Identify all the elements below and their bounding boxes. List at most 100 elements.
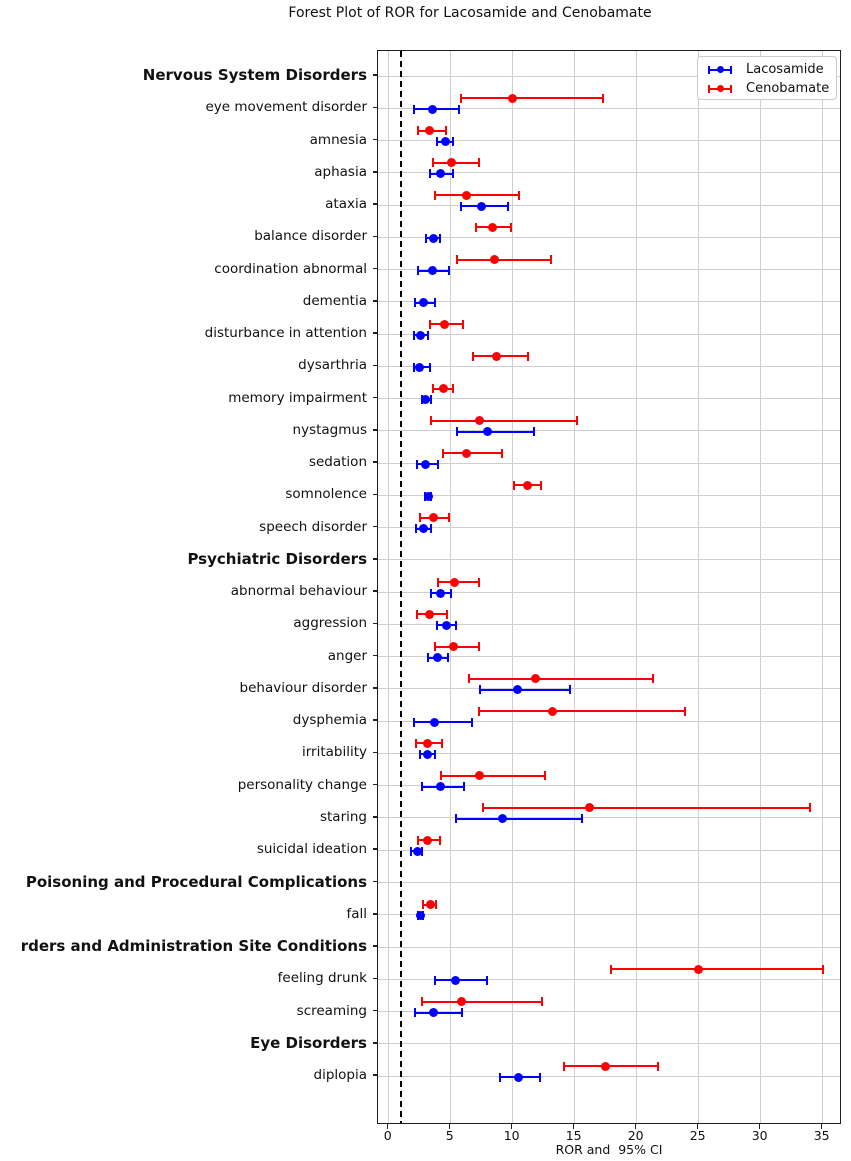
row-label: eye movement disorder bbox=[205, 99, 367, 116]
y-tick-mark bbox=[372, 783, 378, 786]
y-tick-mark bbox=[372, 590, 378, 592]
grid-line-horizontal bbox=[378, 591, 840, 593]
grid-line-horizontal bbox=[378, 172, 840, 174]
grid-line-horizontal bbox=[378, 333, 840, 335]
lacosamide-ci-cap-high bbox=[448, 266, 451, 276]
lacosamide-ci-cap-high bbox=[538, 1072, 541, 1082]
cenobamate-ci-cap-low bbox=[609, 964, 612, 974]
lacosamide-ci-line bbox=[413, 721, 472, 724]
group-header-label: Poisoning and Procedural Complications bbox=[25, 872, 367, 891]
cenobamate-point bbox=[462, 190, 472, 200]
cenobamate-ci-line bbox=[433, 161, 480, 164]
lacosamide-ci-cap-high bbox=[433, 749, 436, 759]
row-label: balance disorder bbox=[254, 228, 367, 245]
lacosamide-ci-cap-low bbox=[454, 814, 457, 824]
cenobamate-ci-cap-high bbox=[448, 513, 451, 523]
cenobamate-ci-cap-low bbox=[468, 674, 471, 684]
grid-line-vertical bbox=[760, 51, 762, 1123]
lacosamide-ci-cap-high bbox=[568, 685, 571, 695]
cenobamate-ci-cap-high bbox=[445, 609, 448, 619]
y-tick-mark bbox=[372, 1042, 378, 1044]
cenobamate-ci-cap-high bbox=[540, 480, 543, 490]
grid-line-horizontal bbox=[378, 688, 840, 690]
cenobamate-point bbox=[428, 513, 438, 523]
lacosamide-point bbox=[418, 524, 428, 534]
cenobamate-ci-cap-low bbox=[417, 835, 420, 845]
cenobamate-ci-line bbox=[482, 806, 811, 809]
cenobamate-point bbox=[508, 93, 518, 103]
cenobamate-point bbox=[422, 738, 432, 748]
row-label: aggression bbox=[293, 615, 367, 632]
cenobamate-ci-cap-low bbox=[421, 997, 424, 1007]
y-tick-mark bbox=[372, 203, 378, 205]
row-label: disturbance in attention bbox=[204, 325, 367, 342]
row-label: memory impairment bbox=[228, 389, 367, 406]
y-tick-mark bbox=[372, 138, 378, 141]
row-label: abnormal behaviour bbox=[230, 583, 367, 600]
grid-line-horizontal bbox=[378, 527, 840, 529]
y-tick-mark bbox=[372, 332, 378, 334]
cenobamate-ci-cap-high bbox=[821, 964, 824, 974]
cenobamate-ci-cap-low bbox=[562, 1061, 565, 1071]
lacosamide-point bbox=[427, 104, 437, 114]
lacosamide-ci-cap-low bbox=[414, 524, 417, 534]
grid-line-horizontal bbox=[378, 559, 840, 561]
row-label: nystagmus bbox=[292, 421, 367, 438]
grid-line-horizontal bbox=[378, 817, 840, 819]
cenobamate-point bbox=[474, 416, 484, 426]
lacosamide-ci-cap-high bbox=[470, 717, 473, 727]
group-header-label: rders and Administration Site Conditions bbox=[20, 937, 367, 956]
x-tick-label: 5 bbox=[445, 1128, 454, 1143]
lacosamide-point bbox=[451, 975, 461, 985]
grid-line-vertical bbox=[822, 51, 824, 1123]
lacosamide-ci-cap-low bbox=[499, 1072, 502, 1082]
y-tick-mark bbox=[372, 719, 378, 721]
grid-line-horizontal bbox=[378, 365, 840, 367]
lacosamide-point bbox=[428, 1008, 438, 1018]
grid-line-vertical bbox=[636, 51, 638, 1123]
row-label: dementia bbox=[302, 292, 367, 309]
y-tick-mark bbox=[372, 880, 378, 883]
cenobamate-ci-line bbox=[456, 258, 552, 261]
y-tick-mark bbox=[372, 429, 378, 431]
lacosamide-ci-cap-high bbox=[454, 620, 457, 630]
legend-label-lacosamide: Lacosamide bbox=[746, 62, 824, 77]
grid-line-horizontal bbox=[378, 914, 840, 916]
lacosamide-ci-cap-low bbox=[413, 298, 416, 308]
errorbar-marker-icon bbox=[708, 84, 732, 94]
row-label: suicidal ideation bbox=[256, 841, 367, 858]
cenobamate-ci-line bbox=[440, 774, 545, 777]
errorbar-marker-icon bbox=[708, 65, 732, 75]
grid-line-horizontal bbox=[378, 978, 840, 980]
lacosamide-ci-cap-high bbox=[581, 814, 584, 824]
lacosamide-ci-cap-high bbox=[485, 975, 488, 985]
grid-line-horizontal bbox=[378, 462, 840, 464]
y-tick-mark bbox=[372, 622, 378, 625]
row-label: fall bbox=[346, 905, 367, 922]
grid-line-horizontal bbox=[378, 946, 840, 948]
cenobamate-ci-line bbox=[430, 419, 578, 422]
lacosamide-ci-cap-high bbox=[506, 201, 509, 211]
cenobamate-ci-cap-high bbox=[510, 222, 513, 232]
cenobamate-point bbox=[601, 1061, 611, 1071]
cenobamate-ci-cap-high bbox=[550, 255, 553, 265]
lacosamide-ci-cap-low bbox=[413, 1008, 416, 1018]
grid-line-horizontal bbox=[378, 752, 840, 754]
cenobamate-ci-cap-low bbox=[428, 319, 431, 329]
row-label: sedation bbox=[308, 454, 367, 471]
cenobamate-ci-cap-low bbox=[474, 222, 477, 232]
x-tick-label: 0 bbox=[383, 1128, 392, 1143]
grid-line-horizontal bbox=[378, 720, 840, 722]
lacosamide-point bbox=[436, 588, 446, 598]
cenobamate-point bbox=[530, 674, 540, 684]
grid-line-horizontal bbox=[378, 398, 840, 400]
y-tick-mark bbox=[372, 816, 378, 818]
lacosamide-ci-cap-high bbox=[447, 653, 450, 663]
lacosamide-ci-cap-low bbox=[455, 427, 458, 437]
lacosamide-point bbox=[423, 491, 433, 501]
lacosamide-ci-cap-high bbox=[421, 846, 424, 856]
lacosamide-ci-cap-high bbox=[532, 427, 535, 437]
grid-line-horizontal bbox=[378, 849, 840, 851]
y-tick-mark bbox=[372, 461, 378, 463]
row-label: coordination abnormal bbox=[214, 260, 367, 277]
